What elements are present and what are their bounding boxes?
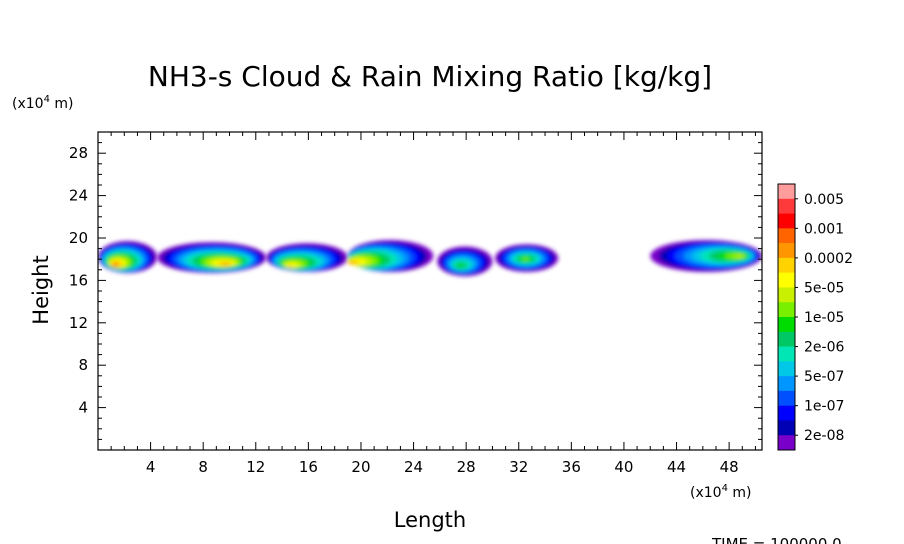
colorbar-swatch bbox=[778, 272, 795, 288]
colorbar-swatch bbox=[778, 287, 795, 303]
y-axis-label: Height bbox=[29, 255, 53, 324]
contour-band bbox=[347, 261, 354, 265]
colorbar-swatch bbox=[778, 331, 795, 347]
x-tick-label: 44 bbox=[667, 458, 686, 476]
contour-band bbox=[112, 263, 117, 267]
plot-frame bbox=[97, 131, 763, 451]
colorbar-swatch bbox=[778, 198, 795, 214]
x-tick-label: 36 bbox=[562, 458, 581, 476]
y-tick-label: 16 bbox=[69, 271, 88, 289]
colorbar-label: 0.001 bbox=[804, 221, 844, 237]
colorbar-label: 1e-05 bbox=[804, 310, 844, 326]
x-unit-label: (x104 m) bbox=[690, 483, 752, 501]
cloud-blob bbox=[347, 240, 434, 272]
colorbar: 0.005 0.001 0.0002 5e-05 1e-05 2e-06 5e-07 1e-0… bbox=[777, 183, 853, 451]
colorbar-swatch bbox=[778, 390, 795, 406]
contour-band bbox=[457, 264, 464, 268]
y-tick-label: 8 bbox=[78, 356, 88, 374]
cloud-blob bbox=[437, 246, 493, 277]
colorbar-swatch bbox=[778, 243, 795, 259]
colorbar-label: 0.0002 bbox=[804, 251, 853, 267]
x-tick-label: 48 bbox=[720, 458, 739, 476]
contour-band bbox=[221, 262, 230, 266]
contour-band bbox=[286, 264, 294, 268]
colorbar-swatch bbox=[778, 184, 795, 200]
x-tick-label: 8 bbox=[198, 458, 208, 476]
cloud-blob bbox=[157, 242, 267, 273]
colorbar-swatch bbox=[778, 346, 795, 362]
x-tick-label: 32 bbox=[509, 458, 528, 476]
cloud-blob bbox=[650, 240, 762, 272]
time-stamp: TIME = 100000.0 bbox=[711, 535, 842, 544]
contour-field bbox=[98, 240, 762, 277]
colorbar-swatch bbox=[778, 317, 795, 333]
x-tick-label: 16 bbox=[299, 458, 318, 476]
y-tick-label: 24 bbox=[69, 187, 88, 205]
colorbar-label: 1e-07 bbox=[804, 399, 844, 415]
cloud-blob bbox=[266, 243, 348, 272]
colorbar-swatch bbox=[778, 302, 795, 318]
colorbar-swatch bbox=[778, 435, 795, 451]
y-unit-label: (x104 m) bbox=[12, 94, 74, 112]
colorbar-swatch bbox=[778, 405, 795, 421]
colorbar-label: 2e-08 bbox=[804, 428, 844, 444]
x-tick-label: 4 bbox=[146, 458, 156, 476]
cloud-blob bbox=[98, 241, 158, 273]
y-tick-label: 20 bbox=[69, 229, 88, 247]
cloud-blob bbox=[495, 244, 559, 272]
colorbar-swatch bbox=[778, 213, 795, 229]
colorbar-swatch bbox=[778, 361, 795, 377]
y-tick-label: 12 bbox=[69, 314, 88, 332]
colorbar-swatch bbox=[778, 376, 795, 392]
colorbar-swatch bbox=[778, 420, 795, 436]
x-tick-label: 40 bbox=[614, 458, 633, 476]
colorbar-label: 5e-07 bbox=[804, 369, 844, 385]
contour-band bbox=[733, 254, 745, 258]
colorbar-swatch bbox=[778, 228, 795, 244]
colorbar-label: 2e-06 bbox=[804, 340, 844, 356]
colorbar-label: 0.005 bbox=[804, 192, 844, 208]
x-axis-label: Length bbox=[394, 508, 466, 532]
colorbar-swatch bbox=[778, 257, 795, 273]
contour-band bbox=[522, 257, 529, 261]
x-tick-label: 24 bbox=[404, 458, 423, 476]
chart-title: NH3-s Cloud & Rain Mixing Ratio [kg/kg] bbox=[148, 60, 712, 93]
x-tick-label: 28 bbox=[457, 458, 476, 476]
x-tick-label: 12 bbox=[246, 458, 265, 476]
y-tick-label: 4 bbox=[78, 399, 88, 417]
x-tick-label: 20 bbox=[351, 458, 370, 476]
y-tick-label: 28 bbox=[69, 144, 88, 162]
colorbar-label: 5e-05 bbox=[804, 280, 844, 296]
